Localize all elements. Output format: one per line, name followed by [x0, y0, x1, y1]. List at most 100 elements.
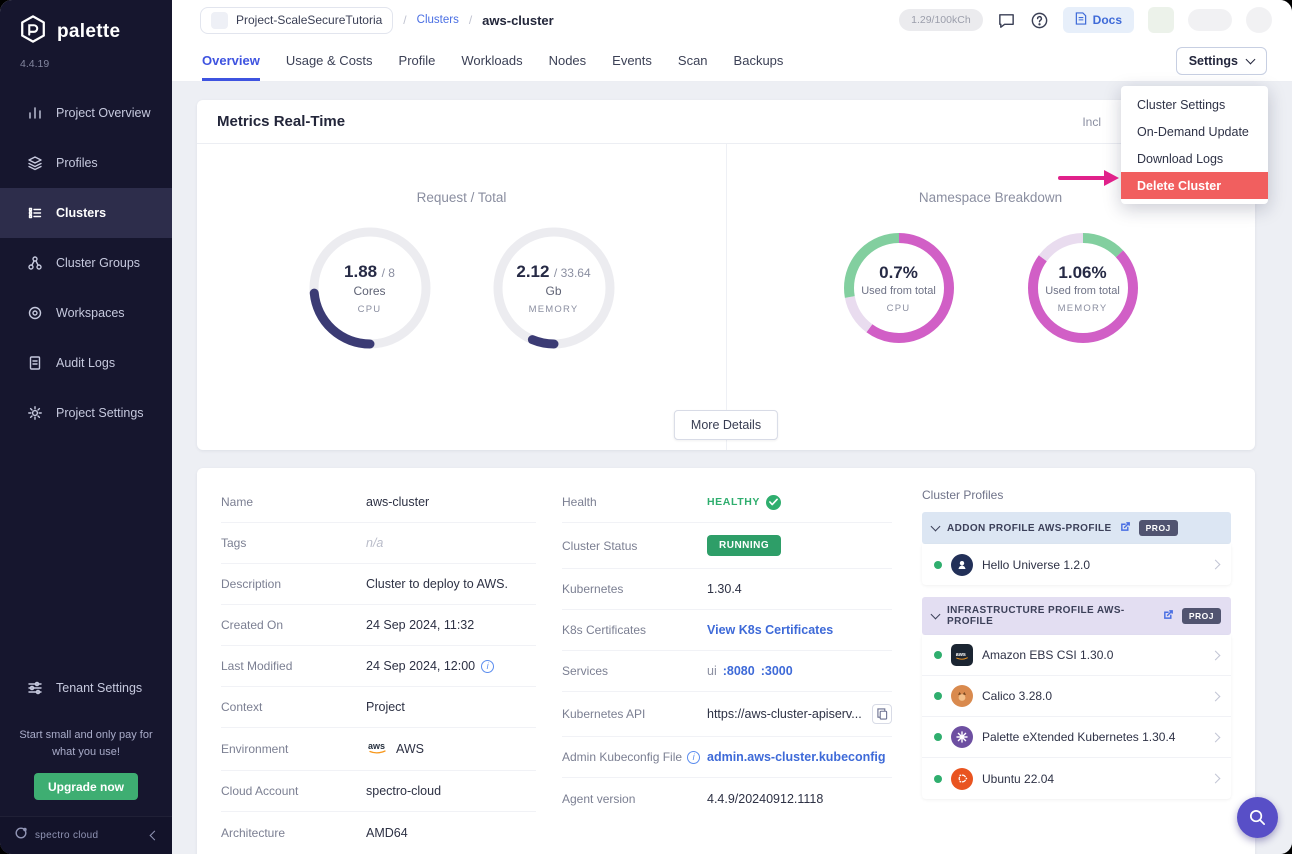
help-icon[interactable]	[1030, 11, 1049, 30]
bar-chart-icon	[26, 105, 43, 122]
sidebar-item-label: Tenant Settings	[56, 681, 142, 695]
detail-value: aws-cluster	[366, 495, 536, 509]
cpu-request-unit: Cores	[353, 284, 385, 298]
tab-scan[interactable]: Scan	[678, 40, 708, 81]
status-dot	[934, 775, 942, 783]
detail-row-cloud-account: Cloud Account spectro-cloud	[221, 771, 536, 812]
service-port-link[interactable]: :8080	[723, 664, 755, 678]
menu-item-on-demand-update[interactable]: On-Demand Update	[1121, 118, 1268, 145]
environment-value: AWS	[396, 742, 424, 756]
link-icon[interactable]	[1163, 609, 1174, 623]
settings-dropdown-button[interactable]: Settings	[1176, 47, 1267, 75]
profile-layer-name: Ubuntu 22.04	[982, 772, 1054, 786]
menu-item-delete-cluster[interactable]: Delete Cluster	[1121, 172, 1268, 199]
profile-layer-palette-extended-kubernetes[interactable]: Palette eXtended Kubernetes 1.30.4	[922, 717, 1231, 758]
sidebar: palette 4.4.19 Project Overview Profiles…	[0, 0, 172, 854]
cluster-details-card: Name aws-cluster Tags n/a Description Cl…	[197, 468, 1255, 854]
detail-value: Cluster to deploy to AWS.	[366, 577, 536, 591]
profile-layer-name: Calico 3.28.0	[982, 689, 1052, 703]
breadcrumb-clusters-link[interactable]: Clusters	[417, 14, 459, 26]
info-icon[interactable]	[481, 660, 494, 673]
cpu-namespace-caption: Used from total	[861, 285, 936, 297]
last-modified-value: 24 Sep 2024, 12:00	[366, 659, 475, 673]
tab-profile[interactable]: Profile	[399, 40, 436, 81]
project-selector[interactable]: Project-ScaleSecureTutoria	[200, 7, 393, 34]
sidebar-item-workspaces[interactable]: Workspaces	[0, 288, 172, 338]
addon-profile-header-label: ADDON PROFILE AWS-PROFILE	[947, 523, 1112, 534]
status-dot	[934, 651, 942, 659]
status-dot	[934, 692, 942, 700]
sidebar-item-cluster-groups[interactable]: Cluster Groups	[0, 238, 172, 288]
addon-profile-header[interactable]: ADDON PROFILE AWS-PROFILE PROJ	[922, 512, 1231, 544]
sidebar-item-clusters[interactable]: Clusters	[0, 188, 172, 238]
menu-item-cluster-settings[interactable]: Cluster Settings	[1121, 91, 1268, 118]
link-icon[interactable]	[1120, 521, 1131, 535]
profile-layer-ubuntu[interactable]: Ubuntu 22.04	[922, 758, 1231, 799]
profile-layer-amazon-ebs-csi[interactable]: aws Amazon EBS CSI 1.30.0	[922, 635, 1231, 676]
settings-button-label: Settings	[1189, 54, 1238, 68]
service-port-link[interactable]: :3000	[761, 664, 793, 678]
chevron-down-icon	[931, 522, 941, 532]
upgrade-promo-text: Start small and only pay for what you us…	[14, 727, 158, 760]
detail-value: spectro-cloud	[366, 784, 536, 798]
sidebar-item-tenant-settings[interactable]: Tenant Settings	[0, 663, 172, 713]
tab-usage-costs[interactable]: Usage & Costs	[286, 40, 373, 81]
copy-icon[interactable]	[872, 704, 892, 724]
detail-value: 1.30.4	[707, 582, 892, 596]
hello-universe-icon	[951, 554, 973, 576]
menu-item-download-logs[interactable]: Download Logs	[1121, 145, 1268, 172]
support-chat-icon[interactable]	[997, 11, 1016, 30]
detail-key: Cloud Account	[221, 784, 366, 798]
upgrade-now-button[interactable]: Upgrade now	[34, 773, 138, 800]
cluster-tabbar: Overview Usage & Costs Profile Workloads…	[172, 40, 1292, 82]
memory-request-unit: Gb	[545, 284, 561, 298]
info-icon[interactable]	[687, 751, 700, 764]
sidebar-item-project-settings[interactable]: Project Settings	[0, 388, 172, 438]
sidebar-collapse-button[interactable]	[151, 832, 158, 839]
more-details-button[interactable]: More Details	[674, 410, 778, 440]
assistant-search-fab[interactable]	[1237, 797, 1278, 838]
sidebar-item-profiles[interactable]: Profiles	[0, 138, 172, 188]
view-k8s-certificates-link[interactable]: View K8s Certificates	[707, 623, 833, 637]
detail-value: aws AWS	[366, 740, 536, 758]
docs-button[interactable]: Docs	[1063, 7, 1134, 33]
tab-workloads[interactable]: Workloads	[461, 40, 522, 81]
sidebar-item-project-overview[interactable]: Project Overview	[0, 88, 172, 138]
cpu-namespace-label: CPU	[887, 303, 911, 314]
profile-layer-calico[interactable]: Calico 3.28.0	[922, 676, 1231, 717]
spectro-cloud-logo-icon	[14, 826, 28, 845]
detail-key: Context	[221, 700, 366, 714]
nodes-icon	[26, 255, 43, 272]
detail-row-architecture: Architecture AMD64	[221, 812, 536, 853]
kubeconfig-download-link[interactable]: admin.aws-cluster.kubeconfig	[707, 750, 886, 764]
ubuntu-icon	[951, 768, 973, 790]
breadcrumb-separator: /	[403, 13, 406, 27]
svg-text:aws: aws	[956, 652, 966, 658]
detail-key: Environment	[221, 742, 366, 756]
infrastructure-profile-header[interactable]: INFRASTRUCTURE PROFILE AWS-PROFILE PROJ	[922, 597, 1231, 635]
tab-nodes[interactable]: Nodes	[549, 40, 587, 81]
pxk-icon	[951, 726, 973, 748]
project-scope-badge: PROJ	[1182, 608, 1221, 624]
detail-row-created-on: Created On 24 Sep 2024, 11:32	[221, 605, 536, 646]
detail-key: Services	[562, 664, 707, 678]
cpu-request-label: CPU	[358, 304, 382, 315]
tab-backups[interactable]: Backups	[734, 40, 784, 81]
sidebar-lower: Tenant Settings Start small and only pay…	[0, 663, 172, 816]
detail-key: Created On	[221, 618, 366, 632]
memory-namespace-label: MEMORY	[1058, 303, 1108, 314]
sidebar-item-audit-logs[interactable]: Audit Logs	[0, 338, 172, 388]
detail-row-kubernetes: Kubernetes 1.30.4	[562, 569, 892, 610]
tab-overview[interactable]: Overview	[202, 40, 260, 81]
project-scope-badge: PROJ	[1139, 520, 1178, 536]
detail-row-services: Services ui :8080 :3000	[562, 651, 892, 692]
detail-row-name: Name aws-cluster	[221, 482, 536, 523]
detail-row-cluster-status: Cluster Status RUNNING	[562, 523, 892, 569]
profile-layer-hello-universe[interactable]: Hello Universe 1.2.0	[922, 544, 1231, 585]
cpu-namespace-gauge: 0.7% Used from total CPU	[842, 231, 956, 345]
project-icon	[211, 12, 228, 29]
tab-events[interactable]: Events	[612, 40, 652, 81]
brand: palette	[0, 0, 172, 49]
detail-key: K8s Certificates	[562, 623, 707, 637]
cpu-request-gauge: 1.88 / 8 Cores CPU	[307, 225, 433, 351]
